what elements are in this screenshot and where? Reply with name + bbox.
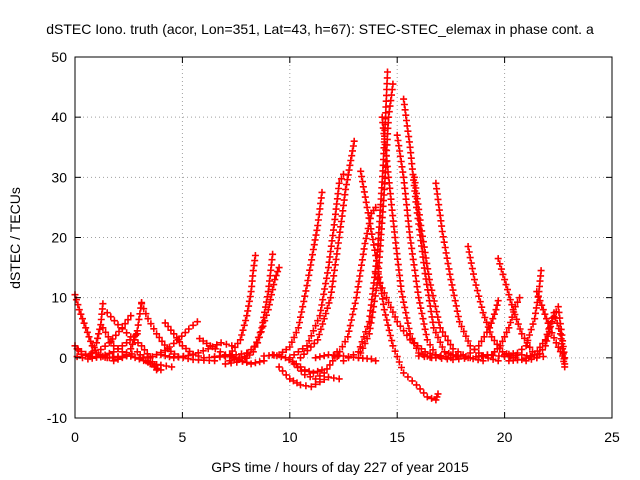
x-tick-label: 25 — [604, 429, 620, 445]
data-point-markers — [372, 270, 444, 361]
series-track — [393, 131, 455, 362]
series-track — [501, 267, 545, 359]
data-points — [71, 68, 569, 404]
data-point-markers — [415, 351, 541, 364]
y-tick-label: 40 — [51, 109, 67, 125]
series-track — [157, 339, 236, 362]
data-point-markers — [447, 297, 502, 361]
y-axis-label: dSTEC / TECUs — [7, 187, 23, 289]
y-tick-label: 10 — [51, 290, 67, 306]
series-track — [211, 252, 259, 361]
series-track — [447, 297, 502, 361]
series-track — [260, 188, 326, 360]
data-point-markers — [400, 95, 461, 361]
series-track — [400, 95, 461, 361]
y-tick-label: 50 — [51, 49, 67, 65]
series-track — [221, 250, 277, 368]
y-tick-label: 0 — [59, 350, 67, 366]
x-tick-label: 15 — [389, 429, 405, 445]
y-tick-label: 20 — [51, 230, 67, 246]
data-point-markers — [211, 252, 259, 361]
series-track — [410, 173, 487, 365]
data-point-markers — [501, 267, 545, 359]
series-track — [372, 270, 444, 361]
series-track — [275, 363, 343, 391]
series-track — [297, 137, 358, 362]
data-point-markers — [221, 250, 277, 368]
data-point-markers — [297, 137, 358, 362]
data-point-markers — [393, 131, 455, 362]
data-point-markers — [275, 363, 343, 391]
data-point-markers — [286, 170, 347, 362]
x-tick-label: 20 — [497, 429, 513, 445]
x-axis-label: GPS time / hours of day 227 of year 2015 — [211, 459, 469, 475]
y-tick-label: -10 — [47, 410, 67, 426]
data-point-markers — [410, 173, 487, 365]
x-tick-label: 0 — [71, 429, 79, 445]
y-tick-label: 30 — [51, 169, 67, 185]
series-track — [286, 170, 347, 362]
chart-title: dSTEC Iono. truth (acor, Lon=351, Lat=43… — [46, 21, 594, 37]
data-point-markers — [157, 339, 236, 362]
x-tick-label: 5 — [179, 429, 187, 445]
data-point-markers — [260, 188, 326, 360]
x-tick-label: 10 — [282, 429, 298, 445]
series-track — [415, 351, 541, 364]
